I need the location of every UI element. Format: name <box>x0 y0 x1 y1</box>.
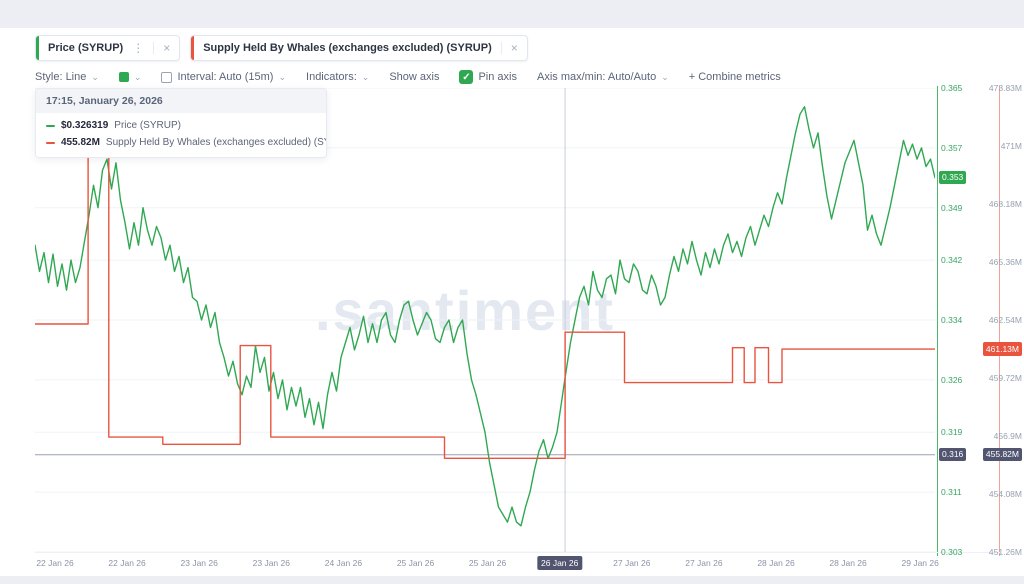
kebab-menu-icon[interactable]: ⋮ <box>132 41 145 55</box>
tooltip-row-price: $0.326319 Price (SYRUP) <box>46 120 316 131</box>
tab-whale-supply[interactable]: Supply Held By Whales (exchanges exclude… <box>190 35 528 61</box>
supply-axis-tick: 471M <box>1000 140 1022 151</box>
x-axis-label: 23 Jan 26 <box>252 558 290 568</box>
price-axis-tick: 0.326 <box>941 374 963 385</box>
price-axis-tick: 0.319 <box>941 427 963 438</box>
x-axis-label: 22 Jan 26 <box>108 558 146 568</box>
combine-metrics-button[interactable]: + Combine metrics <box>689 71 781 83</box>
x-axis-label: 27 Jan 26 <box>613 558 651 568</box>
supply-axis-tick: 459.72M <box>988 373 1022 384</box>
price-axis-tick: 0.303 <box>941 547 963 557</box>
x-axis-baseline <box>35 552 1000 553</box>
x-axis-label: 25 Jan 26 <box>396 558 435 568</box>
x-axis-label: 29 Jan 26 <box>901 558 939 568</box>
price-axis-tick: 0.349 <box>941 202 963 213</box>
show-axis-toggle[interactable]: Show axis <box>389 71 439 83</box>
x-axis-label: 23 Jan 26 <box>180 558 218 568</box>
chevron-down-icon: ⌄ <box>133 71 142 82</box>
indicators-dropdown[interactable]: Indicators: ⌄ <box>306 71 369 83</box>
tab-divider <box>153 42 155 54</box>
x-axis-label: 25 Jan 26 <box>468 558 507 568</box>
show-axis-label: Show axis <box>389 71 440 83</box>
supply-current-badge: 461.13M <box>982 342 1022 356</box>
price-axis-tick: 0.342 <box>941 255 963 266</box>
metric-tabs: Price (SYRUP) ⋮ × Supply Held By Whales … <box>35 35 528 61</box>
chart-toolbar: Style: Line ⌄ ⌄ Interval: Auto (15m) ⌄ I… <box>35 70 781 84</box>
price-crosshair-badge: 0.316 <box>939 447 967 462</box>
close-icon[interactable]: × <box>510 41 518 55</box>
tooltip-price-value: $0.326319 <box>61 120 109 131</box>
interval-icon <box>161 71 173 83</box>
tab-divider <box>500 42 502 54</box>
color-swatch-icon <box>118 72 129 82</box>
chart-tooltip: 17:15, January 26, 2026 $0.326319 Price … <box>35 88 327 158</box>
chevron-down-icon: ⌄ <box>91 71 99 82</box>
checkbox-checked-icon[interactable]: ✓ <box>459 70 474 84</box>
tooltip-price-label: Price (SYRUP) <box>114 120 181 131</box>
x-axis-label: 28 Jan 26 <box>829 558 867 568</box>
tooltip-body: $0.326319 Price (SYRUP) 455.82M Supply H… <box>36 113 326 157</box>
tooltip-row-supply: 455.82M Supply Held By Whales (exchanges… <box>46 137 326 148</box>
axis-maxmin-dropdown[interactable]: Axis max/min: Auto/Auto ⌄ <box>537 71 669 83</box>
price-axis-tick: 0.357 <box>941 142 963 153</box>
color-picker-dropdown[interactable]: ⌄ <box>118 71 142 82</box>
supply-crosshair-badge: 455.82M <box>982 447 1022 462</box>
supply-axis-tick: 468.18M <box>988 199 1022 210</box>
tab-label: Supply Held By Whales (exchanges exclude… <box>203 42 492 54</box>
tooltip-datetime: 17:15, January 26, 2026 <box>36 89 326 113</box>
price-axis-tick: 0.311 <box>941 487 962 498</box>
x-axis-label: 28 Jan 26 <box>757 558 795 568</box>
supply-series-marker-icon <box>46 141 55 144</box>
supply-series-line <box>35 155 935 459</box>
tooltip-supply-value: 455.82M <box>61 137 100 148</box>
tab-price-syrup[interactable]: Price (SYRUP) ⋮ × <box>35 35 181 61</box>
chart-plot[interactable] <box>35 88 935 552</box>
axis-maxmin-label: Axis max/min: Auto/Auto <box>536 71 657 83</box>
supply-tab-accent <box>191 36 195 60</box>
indicators-label: Indicators: <box>306 71 357 83</box>
x-axis-label: 27 Jan 26 <box>685 558 723 568</box>
x-axis-label: 24 Jan 26 <box>324 558 363 568</box>
price-current-badge: 0.353 <box>939 170 967 185</box>
price-series-marker-icon <box>46 124 55 127</box>
interval-dropdown[interactable]: Interval: Auto (15m) ⌄ <box>161 71 286 83</box>
supply-axis-tick: 454.08M <box>988 489 1022 500</box>
close-icon[interactable]: × <box>163 41 171 55</box>
supply-axis-tick: 462.54M <box>988 315 1022 326</box>
chart-panel: Price (SYRUP) ⋮ × Supply Held By Whales … <box>0 28 1024 576</box>
style-label: Style: Line <box>35 71 87 83</box>
interval-label: Interval: Auto (15m) <box>177 71 274 83</box>
price-tab-accent <box>36 36 39 60</box>
price-series-line <box>35 106 935 527</box>
style-dropdown[interactable]: Style: Line ⌄ <box>35 71 99 83</box>
x-axis-label-selected: 26 Jan 26 <box>537 556 583 570</box>
tooltip-supply-label: Supply Held By Whales (exchanges exclude… <box>105 137 326 148</box>
combine-metrics-label: + Combine metrics <box>688 71 781 83</box>
supply-axis-tick: 465.36M <box>988 257 1022 268</box>
tab-label: Price (SYRUP) <box>48 42 124 54</box>
supply-axis-tick: 473.83M <box>988 83 1022 93</box>
chart-area[interactable]: .santiment 17:15, January 26, 2026 $0.32… <box>0 83 1024 578</box>
x-axis-label: 22 Jan 26 <box>36 558 74 568</box>
chevron-down-icon: ⌄ <box>661 71 669 82</box>
price-axis-line <box>937 86 938 556</box>
supply-axis-tick: 456.9M <box>993 431 1022 442</box>
pin-axis-label: Pin axis <box>478 71 517 83</box>
supply-axis-line <box>999 86 1000 556</box>
pin-axis-toggle[interactable]: ✓ Pin axis <box>459 70 517 84</box>
supply-axis-tick: 451.26M <box>988 547 1022 557</box>
price-axis-tick: 0.334 <box>941 315 963 325</box>
chevron-down-icon: ⌄ <box>361 71 370 82</box>
chevron-down-icon: ⌄ <box>278 71 287 82</box>
price-axis-tick: 0.365 <box>941 83 963 93</box>
